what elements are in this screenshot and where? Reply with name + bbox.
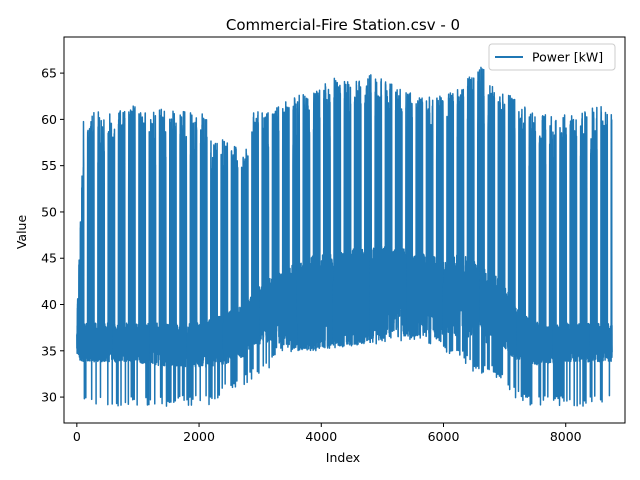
series-line-power-segment <box>222 111 261 389</box>
chart-title: Commercial-Fire Station.csv - 0 <box>226 16 460 34</box>
x-tick-label: 6000 <box>428 429 460 444</box>
y-tick-label: 60 <box>41 112 57 127</box>
series-line-power-segment <box>186 112 225 406</box>
series-line-power-segment <box>112 105 151 407</box>
series-line-power-segment <box>552 111 591 407</box>
x-tick-label: 0 <box>73 429 81 444</box>
series-line-power-segment <box>332 75 371 349</box>
series-line-power-segment <box>406 92 445 345</box>
plot-series-group <box>76 66 613 407</box>
series-line-power-segment <box>296 83 335 352</box>
legend: Power [kW] <box>488 43 616 71</box>
y-tick-label: 65 <box>41 66 57 81</box>
series-line-power-segment <box>76 111 115 406</box>
x-tick-label: 4000 <box>305 429 337 444</box>
y-tick-label: 55 <box>41 158 57 173</box>
y-axis-label: Value <box>14 215 29 250</box>
y-tick-label: 45 <box>41 251 57 266</box>
y-tick-label: 35 <box>41 343 57 358</box>
y-tick-label: 40 <box>41 297 57 312</box>
series-line-power-segment <box>516 106 555 406</box>
y-tick-label: 50 <box>41 204 57 219</box>
series-line-power-segment <box>149 108 188 407</box>
x-axis-label: Index <box>326 450 360 465</box>
series-line-power-segment <box>589 105 613 403</box>
y-tick-label: 30 <box>41 390 57 405</box>
series-line-power-segment <box>442 69 481 372</box>
legend-frame <box>488 43 616 71</box>
axes-group: 0 2000 4000 6000 8000 30 35 40 45 50 55 60 65 <box>41 36 626 444</box>
series-line-power-segment <box>259 97 298 369</box>
series-line-power-segment <box>479 66 518 399</box>
legend-label-power: Power [kW] <box>532 50 603 65</box>
plot-frame <box>63 36 626 424</box>
x-tick-label: 8000 <box>550 429 582 444</box>
series-line-power-segment <box>369 74 408 345</box>
x-tick-label: 2000 <box>183 429 215 444</box>
